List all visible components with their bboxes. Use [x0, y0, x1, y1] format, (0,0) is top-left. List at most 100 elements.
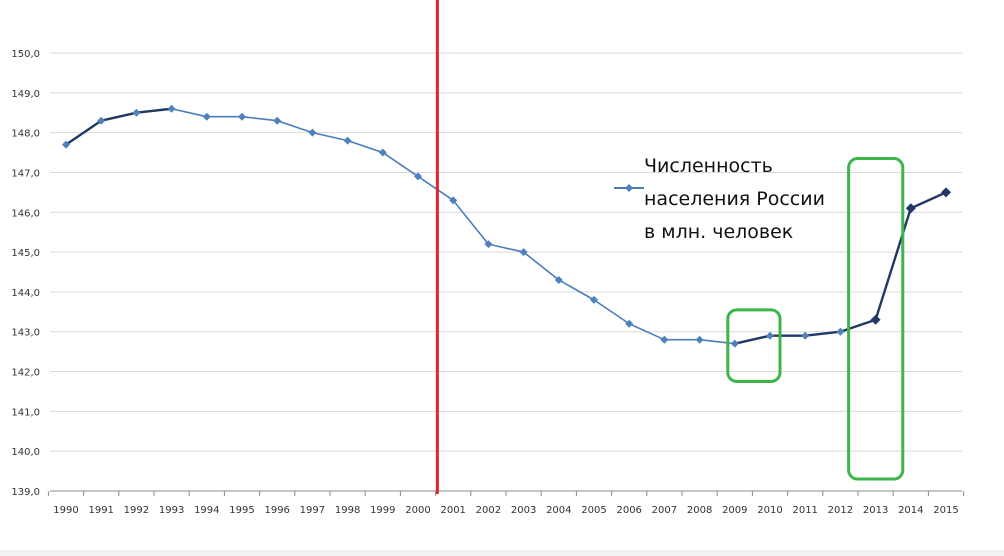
- x-axis: 1990 1991 1992 1993 1994 1995 1996 1997 1998 1999…: [47, 491, 965, 516]
- series-segment: [698, 338, 736, 345]
- data-point-2015: [941, 187, 951, 198]
- series-segment: [311, 131, 349, 142]
- series-segment: [241, 115, 279, 122]
- x-tick-label-2004: 2004: [546, 505, 571, 516]
- population-series: [62, 104, 951, 348]
- data-point-2004: [554, 275, 563, 284]
- data-point-1999: [378, 148, 387, 157]
- x-tick-label-1993: 1993: [159, 505, 184, 516]
- y-tick-label: 145,0: [11, 248, 40, 259]
- y-tick-label: 150,0: [11, 49, 40, 60]
- series-segment: [64, 119, 103, 146]
- series-segment: [417, 175, 455, 202]
- y-tick-label: 147,0: [11, 168, 40, 179]
- legend-marker-swatch: [625, 184, 633, 192]
- series-segment: [733, 334, 772, 345]
- x-tick-label-1998: 1998: [335, 505, 360, 516]
- data-point-2003: [519, 248, 528, 257]
- x-tick-label-1990: 1990: [53, 505, 78, 516]
- series-segment: [522, 251, 560, 281]
- data-point-2009: [730, 339, 739, 348]
- gridlines: [50, 52, 962, 492]
- series-segment: [276, 119, 314, 134]
- data-point-1996: [273, 116, 282, 125]
- series-segment: [170, 107, 208, 118]
- data-point-1995: [238, 112, 246, 121]
- x-tick-label-1995: 1995: [229, 505, 254, 516]
- legend-label-line-2: населения России: [644, 188, 825, 210]
- data-point-2007: [660, 335, 669, 344]
- data-point-1993: [167, 104, 176, 113]
- series-segment: [452, 199, 490, 245]
- x-tick-label-1997: 1997: [300, 505, 325, 516]
- x-tick-label-2012: 2012: [828, 505, 853, 516]
- data-point-1998: [343, 136, 352, 145]
- series-segment: [804, 330, 842, 337]
- series-segment: [135, 107, 173, 114]
- x-tick-label-2009: 2009: [722, 505, 747, 516]
- x-tick-label-1992: 1992: [124, 505, 149, 516]
- y-axis-tick-labels: 139,0 140,0 141,0 142,0 143,0 144,0 145,0 146,0…: [11, 49, 40, 498]
- data-point-2010: [766, 331, 774, 340]
- series-segment: [99, 111, 138, 122]
- data-point-2000: [414, 172, 422, 181]
- data-point-2005: [590, 295, 598, 304]
- x-tick-label-2015: 2015: [933, 505, 958, 516]
- data-point-1991: [97, 116, 106, 125]
- x-tick-label-1994: 1994: [194, 505, 219, 516]
- bottom-border-strip: [0, 550, 1004, 556]
- x-tick-label-2011: 2011: [792, 505, 817, 516]
- y-tick-label: 149,0: [11, 89, 40, 100]
- legend-label-line-3: в млн. человек: [644, 221, 793, 243]
- series-segment: [839, 318, 877, 333]
- data-point-1994: [202, 112, 211, 121]
- x-tick-label-2007: 2007: [652, 505, 677, 516]
- x-tick-label-2013: 2013: [863, 505, 888, 516]
- data-point-2014: [905, 203, 916, 214]
- series-segment: [381, 151, 419, 178]
- x-tick-label-2010: 2010: [757, 505, 782, 516]
- series-segment: [909, 191, 948, 210]
- green-highlight-box-2013-2014: [847, 157, 905, 481]
- y-tick-label: 141,0: [11, 407, 40, 418]
- data-point-2002: [484, 240, 493, 249]
- y-tick-label: 148,0: [11, 129, 40, 140]
- series-segment: [874, 207, 912, 321]
- x-tick-label-1999: 1999: [370, 505, 395, 516]
- series-segment: [593, 299, 631, 325]
- data-point-2011: [801, 331, 810, 340]
- y-tick-label: 143,0: [11, 328, 40, 339]
- x-tick-label-2002: 2002: [476, 505, 501, 516]
- series-segment: [346, 139, 384, 154]
- data-point-2012: [836, 327, 845, 336]
- x-tick-label-2008: 2008: [687, 505, 712, 516]
- x-tick-label-2006: 2006: [616, 505, 641, 516]
- annotation-markers: [435, 0, 905, 494]
- y-tick-label: 146,0: [11, 208, 40, 219]
- series-segment: [628, 322, 666, 341]
- data-point-1997: [308, 128, 317, 137]
- series-segment: [487, 243, 525, 253]
- series-segment: [557, 279, 595, 301]
- legend-label-line-1: Численность: [644, 155, 773, 177]
- y-tick-label: 140,0: [11, 447, 40, 458]
- data-point-2001: [449, 196, 458, 205]
- green-highlight-box-2009-2010: [726, 308, 782, 383]
- data-point-2008: [695, 335, 704, 344]
- data-point-2006: [625, 319, 634, 328]
- x-tick-label-2003: 2003: [511, 505, 536, 516]
- x-tick-label-2005: 2005: [581, 505, 606, 516]
- data-point-2013: [870, 314, 881, 325]
- y-tick-label: 142,0: [11, 368, 40, 379]
- x-tick-label-1996: 1996: [264, 505, 289, 516]
- data-point-1990: [62, 140, 70, 149]
- x-tick-label-2001: 2001: [440, 505, 465, 516]
- y-tick-label: 144,0: [11, 288, 40, 299]
- x-tick-label-2000: 2000: [405, 505, 430, 516]
- legend: Численность населения России в млн. чело…: [614, 155, 825, 243]
- x-tick-label-2014: 2014: [898, 505, 923, 516]
- x-tick-label-1991: 1991: [88, 505, 113, 516]
- y-tick-label: 139,0: [11, 487, 40, 498]
- data-point-1992: [132, 108, 141, 117]
